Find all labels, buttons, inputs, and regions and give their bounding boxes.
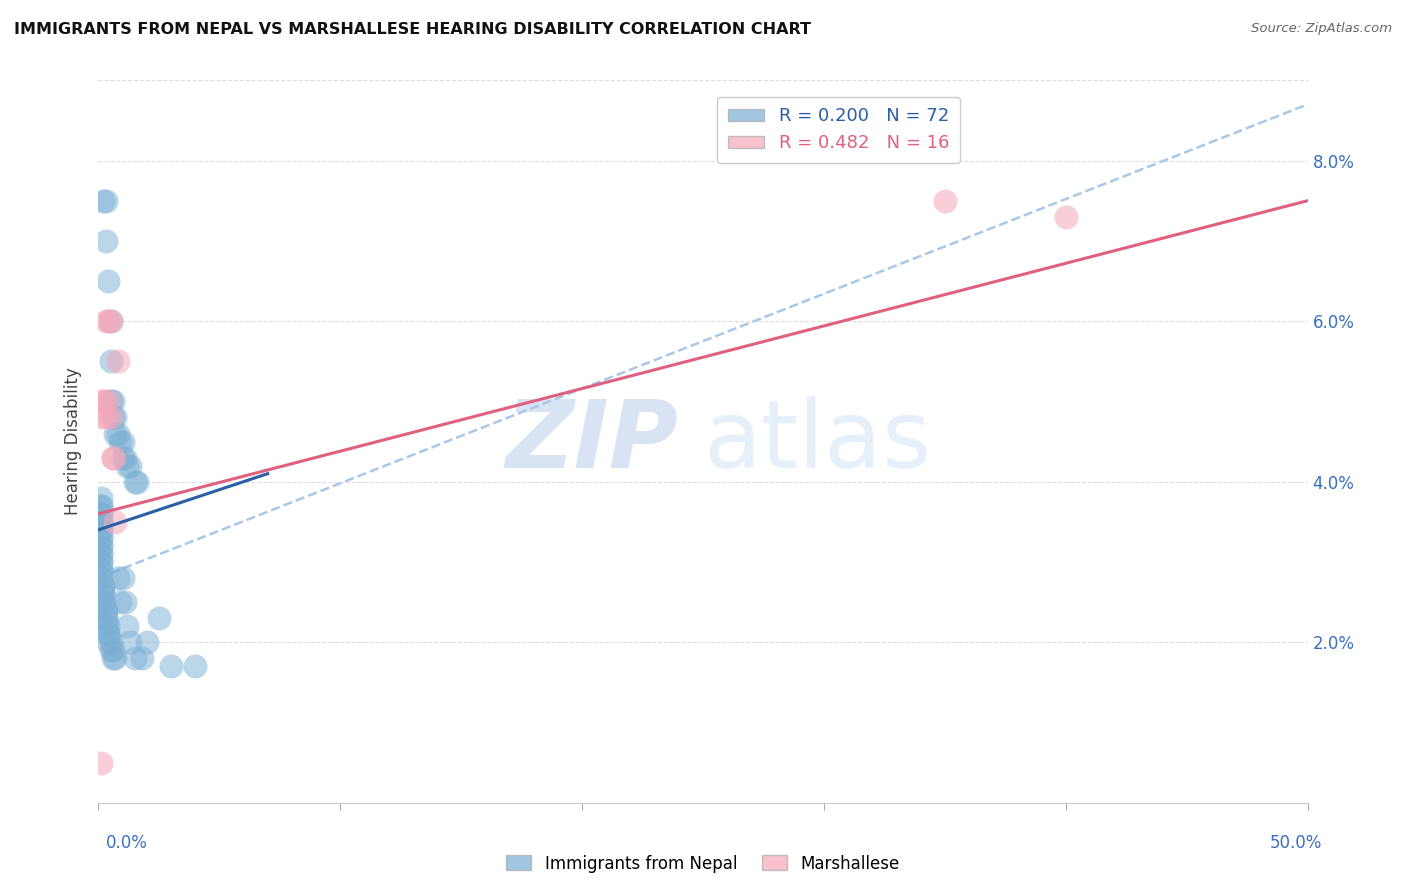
Point: [117, 458, 139, 473]
Point: [111, 450, 134, 465]
Point: [107, 571, 129, 585]
Text: atlas: atlas: [703, 395, 931, 488]
Point: [124, 475, 146, 489]
Point: [90, 523, 112, 537]
Point: [100, 635, 122, 649]
Point: [104, 515, 127, 529]
Point: [104, 410, 127, 425]
Text: 50.0%: 50.0%: [1270, 834, 1322, 852]
Point: [135, 635, 157, 649]
Point: [90, 531, 112, 545]
Point: [101, 643, 124, 657]
Point: [100, 410, 122, 425]
Point: [90, 531, 112, 545]
Point: [90, 563, 112, 577]
Point: [104, 426, 127, 441]
Point: [97, 619, 120, 633]
Point: [118, 458, 141, 473]
Point: [91, 579, 114, 593]
Point: [97, 635, 120, 649]
Point: [101, 394, 124, 409]
Point: [104, 651, 127, 665]
Text: ZIP: ZIP: [506, 395, 679, 488]
Point: [101, 651, 124, 665]
Point: [934, 194, 956, 208]
Point: [100, 314, 122, 328]
Point: [90, 394, 112, 409]
Point: [94, 194, 117, 208]
Point: [90, 563, 112, 577]
Point: [90, 756, 112, 770]
Point: [118, 635, 141, 649]
Text: IMMIGRANTS FROM NEPAL VS MARSHALLESE HEARING DISABILITY CORRELATION CHART: IMMIGRANTS FROM NEPAL VS MARSHALLESE HEA…: [14, 22, 811, 37]
Point: [100, 643, 122, 657]
Point: [90, 547, 112, 561]
Point: [101, 410, 124, 425]
Point: [94, 619, 117, 633]
Point: [91, 394, 114, 409]
Point: [94, 603, 117, 617]
Point: [97, 394, 120, 409]
Y-axis label: Hearing Disability: Hearing Disability: [65, 368, 83, 516]
Point: [91, 579, 114, 593]
Point: [90, 539, 112, 553]
Point: [111, 571, 134, 585]
Point: [184, 659, 207, 673]
Point: [91, 595, 114, 609]
Point: [160, 659, 183, 673]
Point: [94, 603, 117, 617]
Point: [90, 515, 112, 529]
Point: [90, 539, 112, 553]
Point: [94, 234, 117, 248]
Point: [90, 507, 112, 521]
Point: [117, 619, 139, 633]
Text: Source: ZipAtlas.com: Source: ZipAtlas.com: [1251, 22, 1392, 36]
Point: [91, 595, 114, 609]
Point: [100, 394, 122, 409]
Point: [90, 555, 112, 569]
Point: [97, 627, 120, 641]
Point: [90, 507, 112, 521]
Point: [101, 450, 124, 465]
Point: [111, 434, 134, 449]
Point: [97, 274, 120, 288]
Point: [94, 611, 117, 625]
Point: [148, 611, 170, 625]
Point: [94, 314, 117, 328]
Point: [90, 491, 112, 505]
Point: [94, 611, 117, 625]
Legend: Immigrants from Nepal, Marshallese: Immigrants from Nepal, Marshallese: [499, 848, 907, 880]
Point: [90, 523, 112, 537]
Point: [90, 515, 112, 529]
Text: 0.0%: 0.0%: [105, 834, 148, 852]
Point: [90, 547, 112, 561]
Point: [108, 434, 131, 449]
Point: [90, 499, 112, 513]
Point: [114, 595, 136, 609]
Point: [131, 651, 153, 665]
Point: [1054, 210, 1077, 224]
Point: [90, 410, 112, 425]
Point: [91, 194, 114, 208]
Point: [124, 651, 146, 665]
Point: [91, 587, 114, 601]
Point: [100, 314, 122, 328]
Point: [108, 595, 131, 609]
Point: [97, 314, 120, 328]
Point: [114, 450, 136, 465]
Point: [100, 354, 122, 368]
Legend: R = 0.200   N = 72, R = 0.482   N = 16: R = 0.200 N = 72, R = 0.482 N = 16: [717, 96, 960, 163]
Point: [107, 426, 129, 441]
Point: [107, 354, 129, 368]
Point: [90, 571, 112, 585]
Point: [94, 410, 117, 425]
Point: [97, 627, 120, 641]
Point: [127, 475, 149, 489]
Point: [101, 450, 124, 465]
Point: [90, 555, 112, 569]
Point: [91, 587, 114, 601]
Point: [90, 499, 112, 513]
